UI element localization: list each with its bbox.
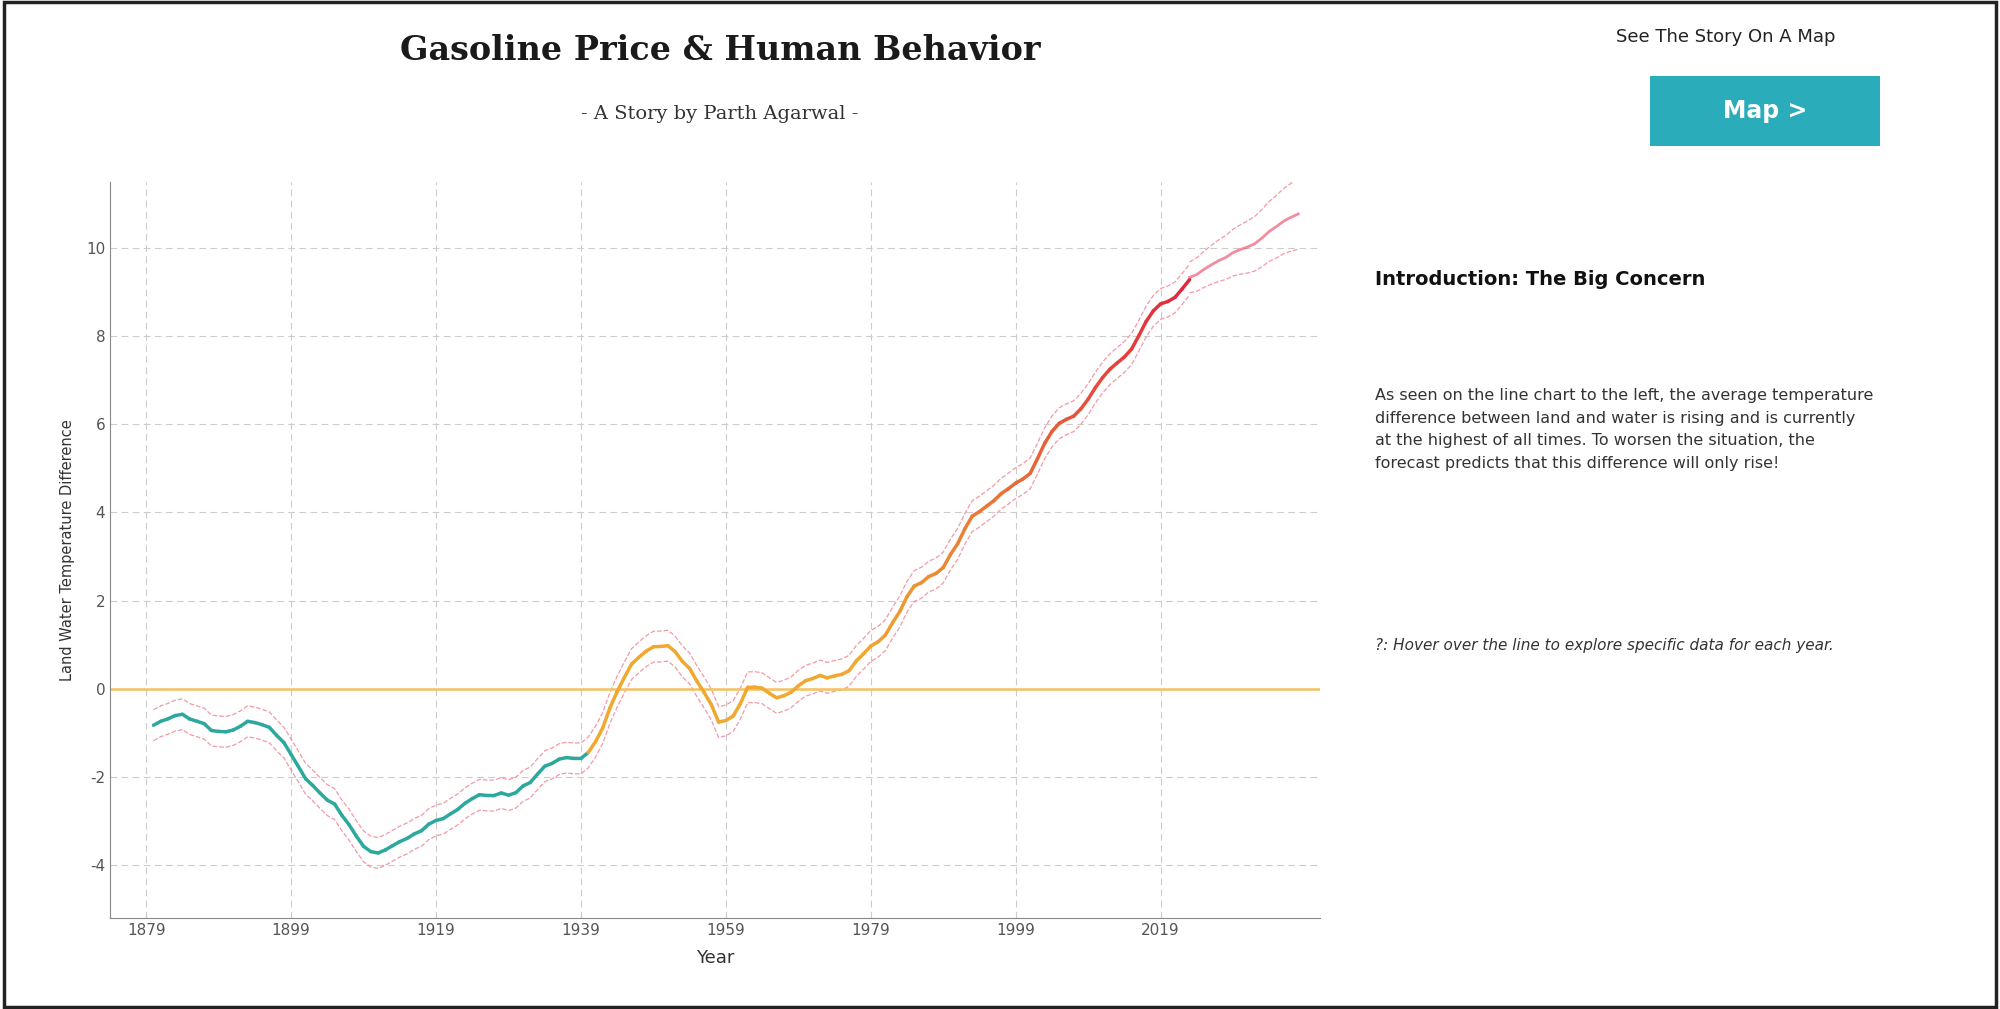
- Text: ?: Hover over the line to explore specific data for each year.: ?: Hover over the line to explore specif…: [1374, 639, 1834, 653]
- Text: Gasoline Price & Human Behavior: Gasoline Price & Human Behavior: [400, 34, 1040, 67]
- Text: Introduction: The Big Concern: Introduction: The Big Concern: [1374, 270, 1706, 289]
- Text: - A Story by Parth Agarwal -: - A Story by Parth Agarwal -: [582, 105, 858, 123]
- Y-axis label: Land Water Temperature Difference: Land Water Temperature Difference: [60, 419, 74, 681]
- X-axis label: Year: Year: [696, 949, 734, 968]
- Text: As seen on the line chart to the left, the average temperature
difference betwee: As seen on the line chart to the left, t…: [1374, 387, 1874, 471]
- Text: Map >: Map >: [1722, 99, 1808, 123]
- Text: See The Story On A Map: See The Story On A Map: [1616, 27, 1836, 45]
